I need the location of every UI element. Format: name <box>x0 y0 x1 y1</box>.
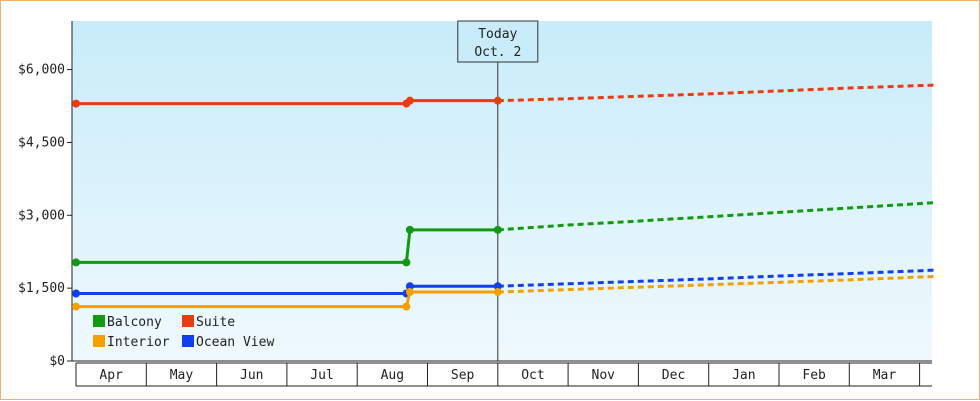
legend-swatch-ocean-view <box>182 335 194 347</box>
x-tick-label: Mar <box>873 368 897 383</box>
y-tick-label: $4,500 <box>18 135 65 150</box>
data-point-interior <box>493 288 502 297</box>
legend-label-balcony: Balcony <box>107 315 162 330</box>
forecast-line-interior <box>497 274 934 294</box>
x-tick-label: Oct <box>521 368 544 383</box>
legend: Balcony Suite Interior Ocean View <box>93 315 274 350</box>
legend-swatch-balcony <box>93 315 105 327</box>
data-point-suite <box>493 96 502 105</box>
y-tick-label: $3,000 <box>18 208 65 223</box>
series-line-interior <box>76 290 498 309</box>
data-point-balcony <box>405 225 414 234</box>
x-tick-label: Jul <box>310 368 333 383</box>
data-point-ocean-view <box>72 289 80 298</box>
legend-label-ocean-view: Ocean View <box>196 335 274 350</box>
data-point-interior <box>402 302 411 311</box>
today-date: Oct. 2 <box>474 45 521 60</box>
today-marker: Today Oct. 2 <box>457 20 539 361</box>
series-layer <box>72 83 934 311</box>
y-tick-label: $1,500 <box>18 281 65 296</box>
data-point-ocean-view <box>405 282 414 291</box>
y-tick-label: $0 <box>49 354 65 369</box>
series-interior <box>72 274 934 311</box>
x-tick-label: Jan <box>732 368 755 383</box>
data-point-suite <box>405 96 414 105</box>
legend-label-interior: Interior <box>107 335 170 350</box>
x-tick-label: Sep <box>451 368 475 383</box>
data-point-suite <box>72 99 80 108</box>
today-label: Today <box>478 27 517 42</box>
plot-background <box>72 21 932 361</box>
data-point-interior <box>405 288 414 297</box>
data-point-interior <box>72 302 80 311</box>
y-axis: $0 $1,500 $3,000 $4,500 $6,000 <box>18 21 73 369</box>
forecast-line-balcony <box>497 201 934 232</box>
today-label-box <box>457 20 539 63</box>
x-tick-label: Aug <box>381 368 404 383</box>
legend-label-suite: Suite <box>196 315 235 330</box>
x-axis: Apr May Jun Jul Aug Sep Oct Nov Dec Jan Feb Mar <box>72 360 932 387</box>
x-tick-label: May <box>170 368 194 383</box>
series-balcony <box>72 201 934 267</box>
forecast-line-ocean-view <box>497 268 934 288</box>
legend-swatch-interior <box>93 335 105 347</box>
series-line-balcony <box>76 228 498 264</box>
x-tick-label: Nov <box>592 368 616 383</box>
series-suite <box>72 83 934 108</box>
data-point-balcony <box>402 258 411 267</box>
x-tick-label: Feb <box>802 368 826 383</box>
data-point-ocean-view <box>493 282 502 291</box>
x-tick-label: Jun <box>240 368 263 383</box>
data-point-balcony <box>493 225 502 234</box>
data-point-balcony <box>72 258 80 267</box>
forecast-line-suite <box>497 83 934 103</box>
legend-swatch-suite <box>182 315 194 327</box>
x-tick-label: Dec <box>662 368 685 383</box>
x-tick-label: Apr <box>99 368 123 383</box>
y-tick-label: $6,000 <box>18 63 65 78</box>
